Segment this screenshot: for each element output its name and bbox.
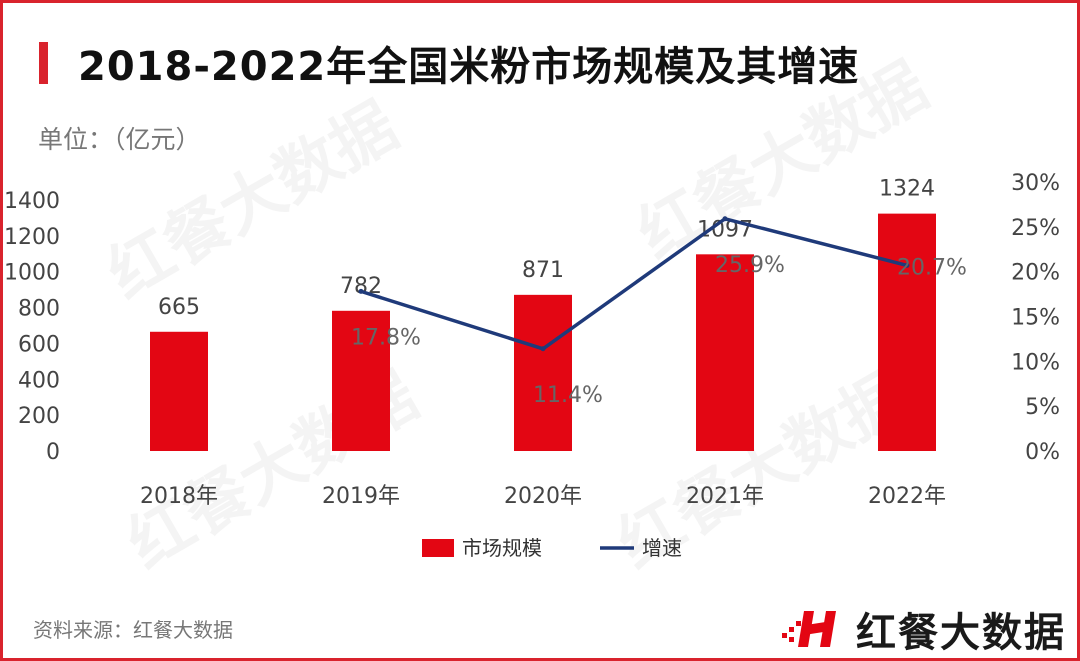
bar-1 [332,310,390,451]
growth-value-label-1: 17.8% [351,325,421,350]
bar-0 [150,331,208,451]
left-axis-ticks: 0 200 400 600 800 1000 1200 1400 [4,189,60,465]
right-axis-ticks: 0% 5% 10% 15% 20% 25% 30% [1011,171,1060,465]
left-tick-7: 1400 [4,189,60,214]
bar-value-label-3: 1097 [697,217,753,242]
growth-point-4 [904,262,910,268]
legend-label-line: 增速 [642,536,682,560]
bar-value-label-2: 871 [522,258,564,283]
category-label-1: 2019年 [322,484,400,509]
right-tick-1: 5% [1025,395,1060,420]
growth-point-1 [358,288,364,294]
right-tick-4: 20% [1011,261,1060,286]
left-tick-3: 600 [18,332,60,357]
bar-value-label-4: 1324 [879,177,935,202]
left-tick-5: 1000 [4,261,60,286]
growth-point-3 [722,216,728,222]
bar-3 [696,254,754,451]
title-accent-bar [39,42,48,84]
category-labels: 2018年 2019年 2020年 2021年 2022年 [140,484,946,509]
legend: 市场规模 增速 [422,536,682,560]
brand-logo: 红餐大数据 [782,600,1066,658]
bar-value-label-0: 665 [158,295,200,320]
left-tick-2: 400 [18,368,60,393]
growth-value-label-3: 25.9% [715,253,785,278]
category-label-0: 2018年 [140,484,218,509]
growth-value-label-4: 20.7% [897,255,967,280]
right-tick-5: 25% [1011,216,1060,241]
legend-swatch-bar [422,539,454,557]
growth-line-group: 17.8% 11.4% 25.9% 20.7% [351,216,967,408]
source-note: 资料来源：红餐大数据 [33,618,233,642]
legend-label-bar: 市场规模 [462,536,542,560]
brand-name: 红餐大数据 [856,610,1066,656]
chart-title: 2018-2022年全国米粉市场规模及其增速 [78,44,860,90]
category-label-2: 2020年 [504,484,582,509]
left-tick-0: 0 [46,440,60,465]
right-tick-3: 15% [1011,306,1060,331]
bar-4 [878,213,936,451]
left-tick-6: 1200 [4,225,60,250]
category-label-4: 2022年 [868,484,946,509]
growth-point-2 [540,346,546,352]
brand-icon [782,611,836,647]
growth-value-label-2: 11.4% [533,383,603,408]
right-tick-0: 0% [1025,440,1060,465]
bar-2 [514,294,572,451]
category-label-3: 2021年 [686,484,764,509]
left-tick-4: 800 [18,297,60,322]
right-tick-2: 10% [1011,350,1060,375]
unit-label: 单位：（亿元） [38,125,201,154]
left-tick-1: 200 [18,404,60,429]
right-tick-6: 30% [1011,171,1060,196]
growth-line [360,217,908,351]
